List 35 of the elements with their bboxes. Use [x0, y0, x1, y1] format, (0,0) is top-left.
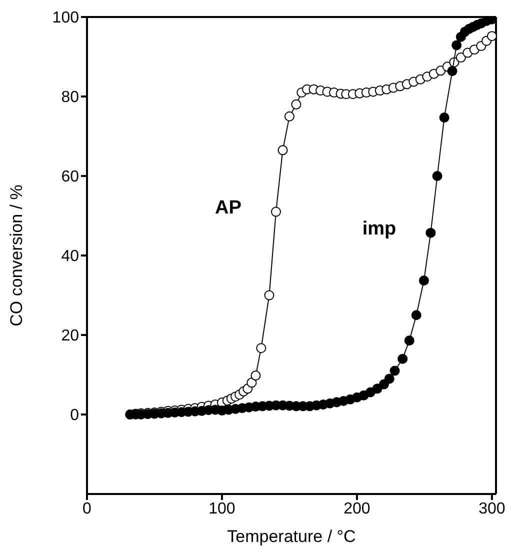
point [256, 343, 266, 354]
point [426, 228, 436, 238]
x-tick-label: 100 [208, 500, 236, 518]
x-axis-title: Temperature / °C [227, 527, 356, 546]
y-tick-label: 100 [52, 10, 80, 27]
y-tick-label: 0 [70, 407, 80, 424]
x-tick-label: 200 [344, 500, 370, 518]
point [439, 112, 450, 123]
point [264, 290, 274, 300]
point [246, 378, 257, 388]
y-axis-title: CO conversion / % [7, 184, 26, 326]
point [447, 66, 458, 76]
point [284, 111, 294, 122]
point [291, 99, 302, 110]
point [486, 31, 496, 42]
point [250, 370, 261, 381]
point [270, 206, 281, 217]
x-tick-label: 0 [82, 500, 92, 518]
series-label: AP [215, 197, 242, 218]
y-tick-label: 20 [61, 328, 80, 345]
point [390, 366, 400, 376]
series-label: imp [362, 218, 396, 240]
point [411, 310, 422, 320]
point [398, 354, 408, 364]
point [452, 40, 462, 50]
point [278, 145, 288, 156]
x-tick-label: 300 [478, 500, 506, 518]
point [456, 52, 466, 63]
y-tick-label: 80 [61, 89, 80, 106]
point [404, 336, 414, 346]
point [418, 276, 429, 286]
y-tick-label: 40 [61, 248, 80, 266]
point [432, 170, 442, 182]
y-tick-label: 60 [61, 168, 80, 186]
point [384, 374, 394, 384]
